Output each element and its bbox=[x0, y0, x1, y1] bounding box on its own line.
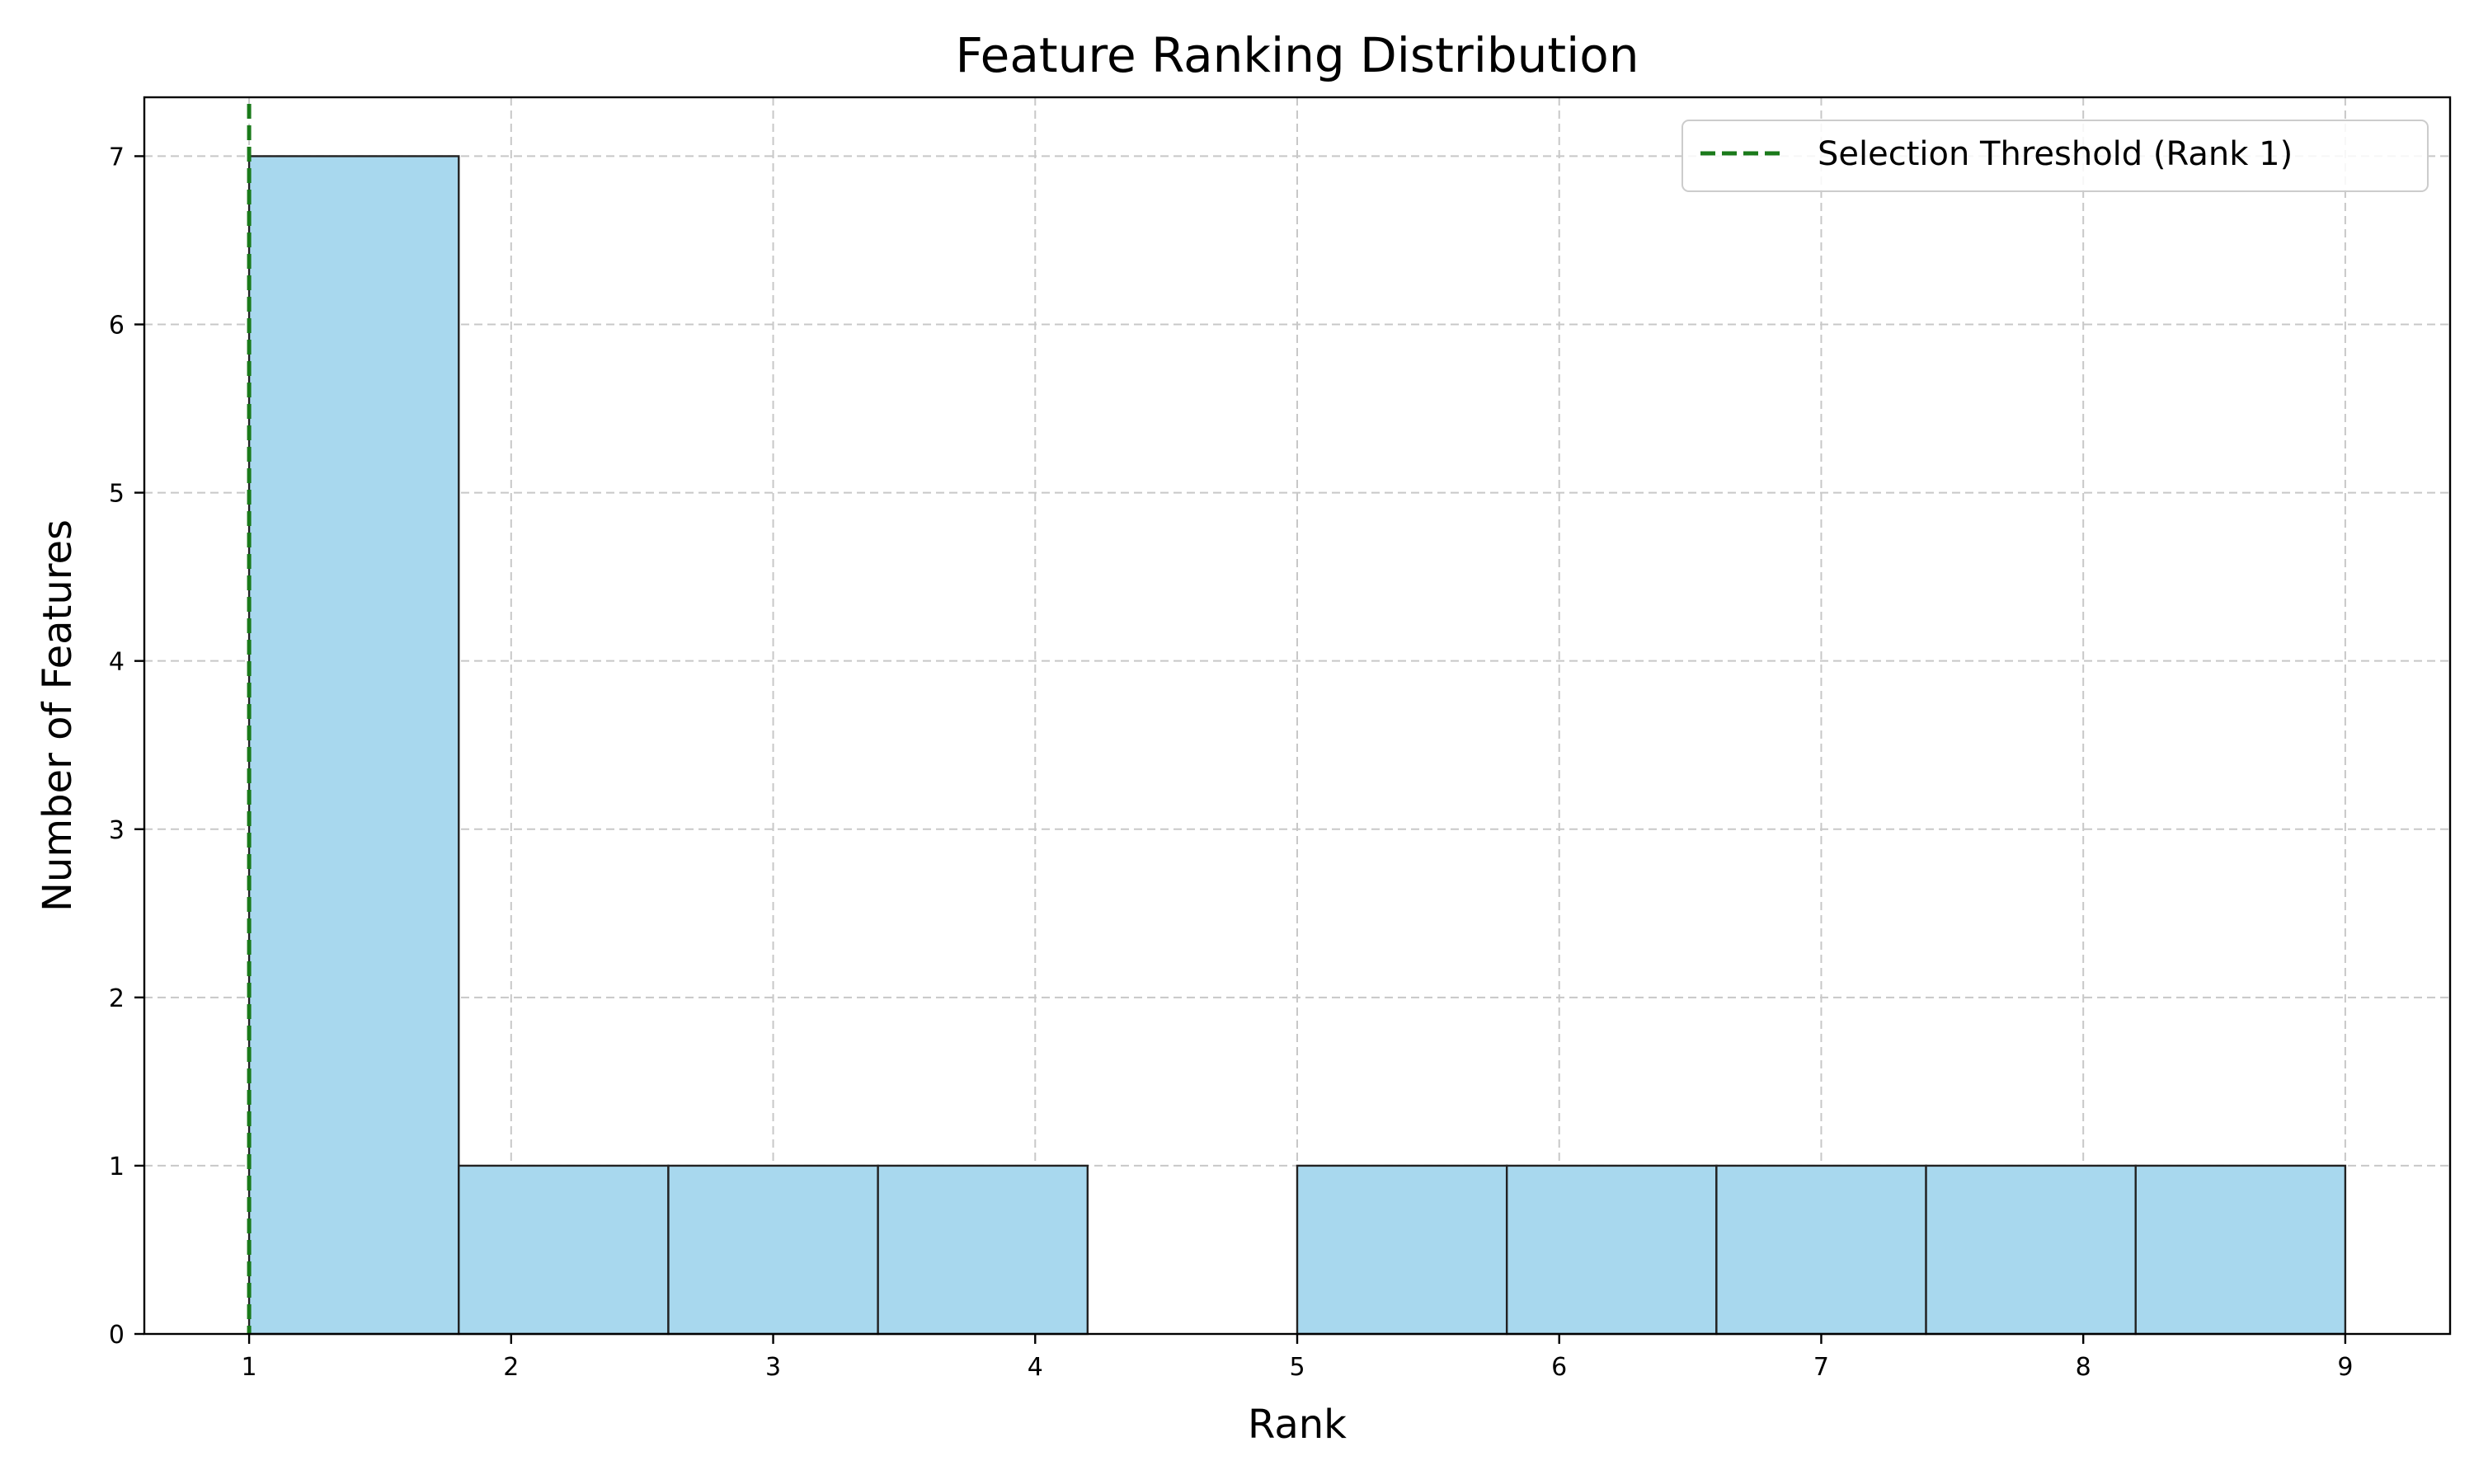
y-tick-label: 1 bbox=[109, 1153, 125, 1181]
x-tick-label: 7 bbox=[1813, 1353, 1829, 1382]
x-tick-label: 9 bbox=[2337, 1353, 2353, 1382]
histogram-bar bbox=[1715, 1164, 1927, 1336]
legend: Selection Threshold (Rank 1) bbox=[1681, 120, 2429, 192]
x-axis-ticks: 1 2 3 4 5 6 7 8 9 bbox=[242, 1334, 2353, 1382]
y-tick-label: 4 bbox=[109, 648, 125, 677]
histogram-bar bbox=[667, 1164, 879, 1336]
histogram-bar bbox=[1505, 1164, 1718, 1336]
histogram-bar bbox=[247, 155, 460, 1336]
y-tick-label: 0 bbox=[109, 1321, 125, 1350]
histogram-bar bbox=[1296, 1164, 1508, 1336]
x-tick-label: 2 bbox=[503, 1353, 519, 1382]
y-axis-label: Number of Features bbox=[35, 519, 81, 912]
x-tick-label: 8 bbox=[2076, 1353, 2091, 1382]
y-tick-label: 7 bbox=[109, 143, 125, 171]
histogram-bar bbox=[877, 1164, 1089, 1336]
x-tick-label: 4 bbox=[1028, 1353, 1043, 1382]
histogram-bars bbox=[247, 155, 2347, 1336]
x-tick-label: 1 bbox=[242, 1353, 257, 1382]
legend-threshold-label: Selection Threshold (Rank 1) bbox=[1818, 135, 2293, 173]
histogram-bar bbox=[1925, 1164, 2137, 1336]
x-tick-label: 6 bbox=[1551, 1353, 1567, 1382]
histogram-bar bbox=[2134, 1164, 2347, 1336]
x-tick-label: 3 bbox=[765, 1353, 781, 1382]
chart-title: Feature Ranking Distribution bbox=[955, 27, 1639, 83]
x-tick-label: 5 bbox=[1289, 1353, 1305, 1382]
y-tick-label: 5 bbox=[109, 480, 125, 509]
y-tick-label: 3 bbox=[109, 816, 125, 845]
y-tick-label: 2 bbox=[109, 984, 125, 1013]
histogram-bar bbox=[458, 1164, 670, 1336]
legend-frame bbox=[1681, 120, 2429, 192]
y-axis-ticks: 0 1 2 3 4 5 6 7 bbox=[109, 143, 144, 1350]
y-tick-label: 6 bbox=[109, 312, 125, 340]
x-axis-label: Rank bbox=[1248, 1402, 1347, 1448]
